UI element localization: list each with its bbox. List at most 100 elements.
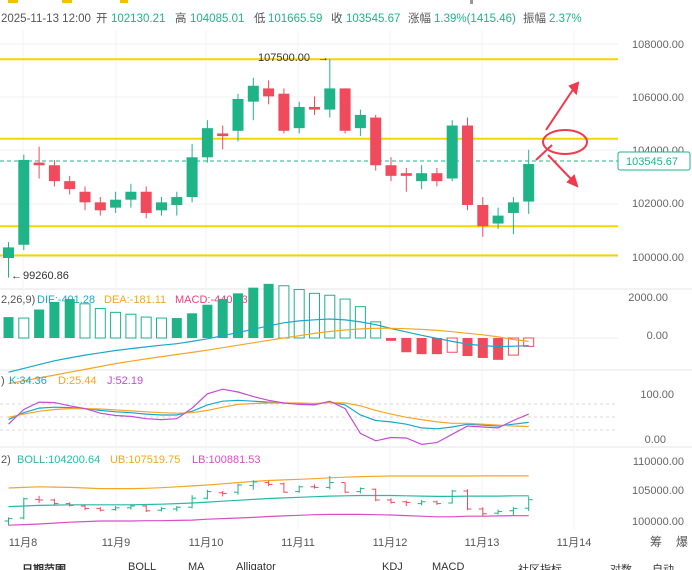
macd-histogram-bar <box>416 338 427 355</box>
x-tick-label: 11月13 <box>465 537 500 549</box>
low-marker: ← 99260.86 <box>11 270 69 282</box>
macd-histogram-bar <box>217 299 228 338</box>
macd-histogram-bar <box>125 313 137 339</box>
candle-body <box>156 202 167 211</box>
svg-text:低: 低 <box>254 12 266 25</box>
svg-text:J:52.19: J:52.19 <box>107 375 143 387</box>
candle-body <box>370 117 382 166</box>
macd-histogram-bar <box>523 337 535 347</box>
bottom-toolbar: 日期范围 BOLL MA Alligator KDJ MACD 社区指标 对数 … <box>0 560 692 570</box>
x-tick-label: 11月10 <box>189 537 224 549</box>
svg-text:涨幅: 涨幅 <box>408 12 431 25</box>
candle-body <box>400 173 412 176</box>
candle-body <box>247 85 259 102</box>
auto-scale-toggle[interactable]: 自动 <box>652 564 674 570</box>
candle-body <box>171 197 183 205</box>
svg-text:102130.21: 102130.21 <box>111 13 165 25</box>
candle-body <box>354 114 366 129</box>
annotation-group <box>535 81 588 188</box>
x-tick-label: 11月9 <box>102 537 131 549</box>
boll-legend: 2) BOLL:104200.64 UB:107519.75 LB:100881… <box>1 454 261 466</box>
candle-body <box>64 181 76 190</box>
svg-text:DEA:-181.11: DEA:-181.11 <box>104 294 166 306</box>
k-line <box>8 399 529 430</box>
svg-text:BOLL:104200.64: BOLL:104200.64 <box>17 454 100 466</box>
top-menu-strip <box>8 0 473 4</box>
x-tick-label: 11月11 <box>281 537 315 549</box>
tab-ma[interactable]: MA <box>188 561 205 570</box>
arrow-left-icon: ← <box>11 270 22 282</box>
chip-button[interactable]: 筹 <box>650 535 662 549</box>
tab-community[interactable]: 社区指标 <box>518 564 562 570</box>
macd-histogram-bar <box>18 317 30 339</box>
x-axis: 11月8 11月9 11月10 11月11 11月12 11月13 11月14 <box>9 537 592 549</box>
macd-histogram-bar <box>3 317 14 338</box>
dea-line <box>8 327 529 385</box>
candle-body <box>18 159 30 245</box>
candle-body <box>293 106 305 129</box>
annotation-stroke <box>535 144 553 161</box>
macd-histogram-bar <box>386 338 396 341</box>
annotation-arrow-down <box>547 154 573 181</box>
tab-period[interactable]: 日期范围 <box>22 564 66 570</box>
support-resistance-lines <box>0 58 618 257</box>
current-price-tag <box>617 151 691 171</box>
kdj-series <box>8 388 529 446</box>
svg-text:高: 高 <box>175 11 187 25</box>
svg-text:LB:100881.53: LB:100881.53 <box>192 454 261 466</box>
svg-text:103545.67: 103545.67 <box>346 13 400 25</box>
tab-kdj[interactable]: KDJ <box>382 561 403 570</box>
x-tick-label: 11月14 <box>557 537 592 549</box>
svg-text:1.39%(1415.46): 1.39%(1415.46) <box>434 13 516 25</box>
macd-histogram-bar <box>324 294 336 339</box>
kdj-tick-label: 100.00 <box>640 389 674 401</box>
macd-histogram-bar <box>34 309 45 338</box>
candle-body <box>48 165 60 182</box>
candle-body <box>125 191 137 200</box>
macd-histogram-bar <box>370 321 382 339</box>
macd-histogram-bar <box>477 338 488 358</box>
tab-alligator[interactable]: Alligator <box>236 561 276 570</box>
candle-body <box>94 202 106 211</box>
candle-body <box>492 215 504 224</box>
log-scale-toggle[interactable]: 对数 <box>610 564 632 570</box>
macd-histogram-bar <box>64 299 75 338</box>
tab-boll[interactable]: BOLL <box>128 561 157 570</box>
candle-body <box>385 165 397 176</box>
candle-body <box>416 173 428 182</box>
kdj-legend: ) K:34.36 D:25.44 J:52.19 <box>1 375 143 387</box>
candle-body <box>110 199 122 208</box>
macd-histogram-bar <box>278 285 290 339</box>
macd-histogram-bar <box>446 337 458 353</box>
tab-macd[interactable]: MACD <box>432 561 465 570</box>
macd-histogram-bar <box>110 311 122 339</box>
macd-histogram-bar <box>187 313 198 338</box>
liquidation-button[interactable]: 爆 <box>676 535 688 549</box>
boll-tick-label: 105000.00 <box>632 485 684 497</box>
candle-body <box>217 133 229 137</box>
candle-body <box>33 162 45 166</box>
arrow-up-icon <box>568 81 580 96</box>
macd-histogram-bar <box>263 283 274 338</box>
svg-text:振幅: 振幅 <box>523 11 546 25</box>
macd-histogram-bar <box>339 298 351 339</box>
boll-tick-label: 100000.00 <box>632 516 684 528</box>
candle-body <box>477 205 489 227</box>
candle-body <box>186 157 198 198</box>
macd-histogram-bar <box>462 338 473 357</box>
svg-text:2,26,9): 2,26,9) <box>1 294 35 306</box>
annotation-circle <box>542 129 588 155</box>
macd-legend: 2,26,9) DIF:-401.28 DEA:-181.11 MACD:-44… <box>1 294 248 306</box>
macd-histogram-bar <box>79 303 91 339</box>
macd-histogram-bar <box>94 308 106 339</box>
candle-body <box>523 164 535 202</box>
arrow-right-icon: → <box>318 52 329 64</box>
macd-histogram-bar <box>401 338 412 353</box>
ohlc-header: 2025-11-13 12:00 开 102130.21 高 104085.01… <box>1 11 582 25</box>
kdj-tick-label: 0.00 <box>645 434 666 446</box>
macd-histogram-bar <box>493 338 504 360</box>
candle-body <box>3 247 14 258</box>
svg-text:MACD:-440.33: MACD:-440.33 <box>175 294 248 306</box>
svg-text:2.37%: 2.37% <box>549 13 582 25</box>
